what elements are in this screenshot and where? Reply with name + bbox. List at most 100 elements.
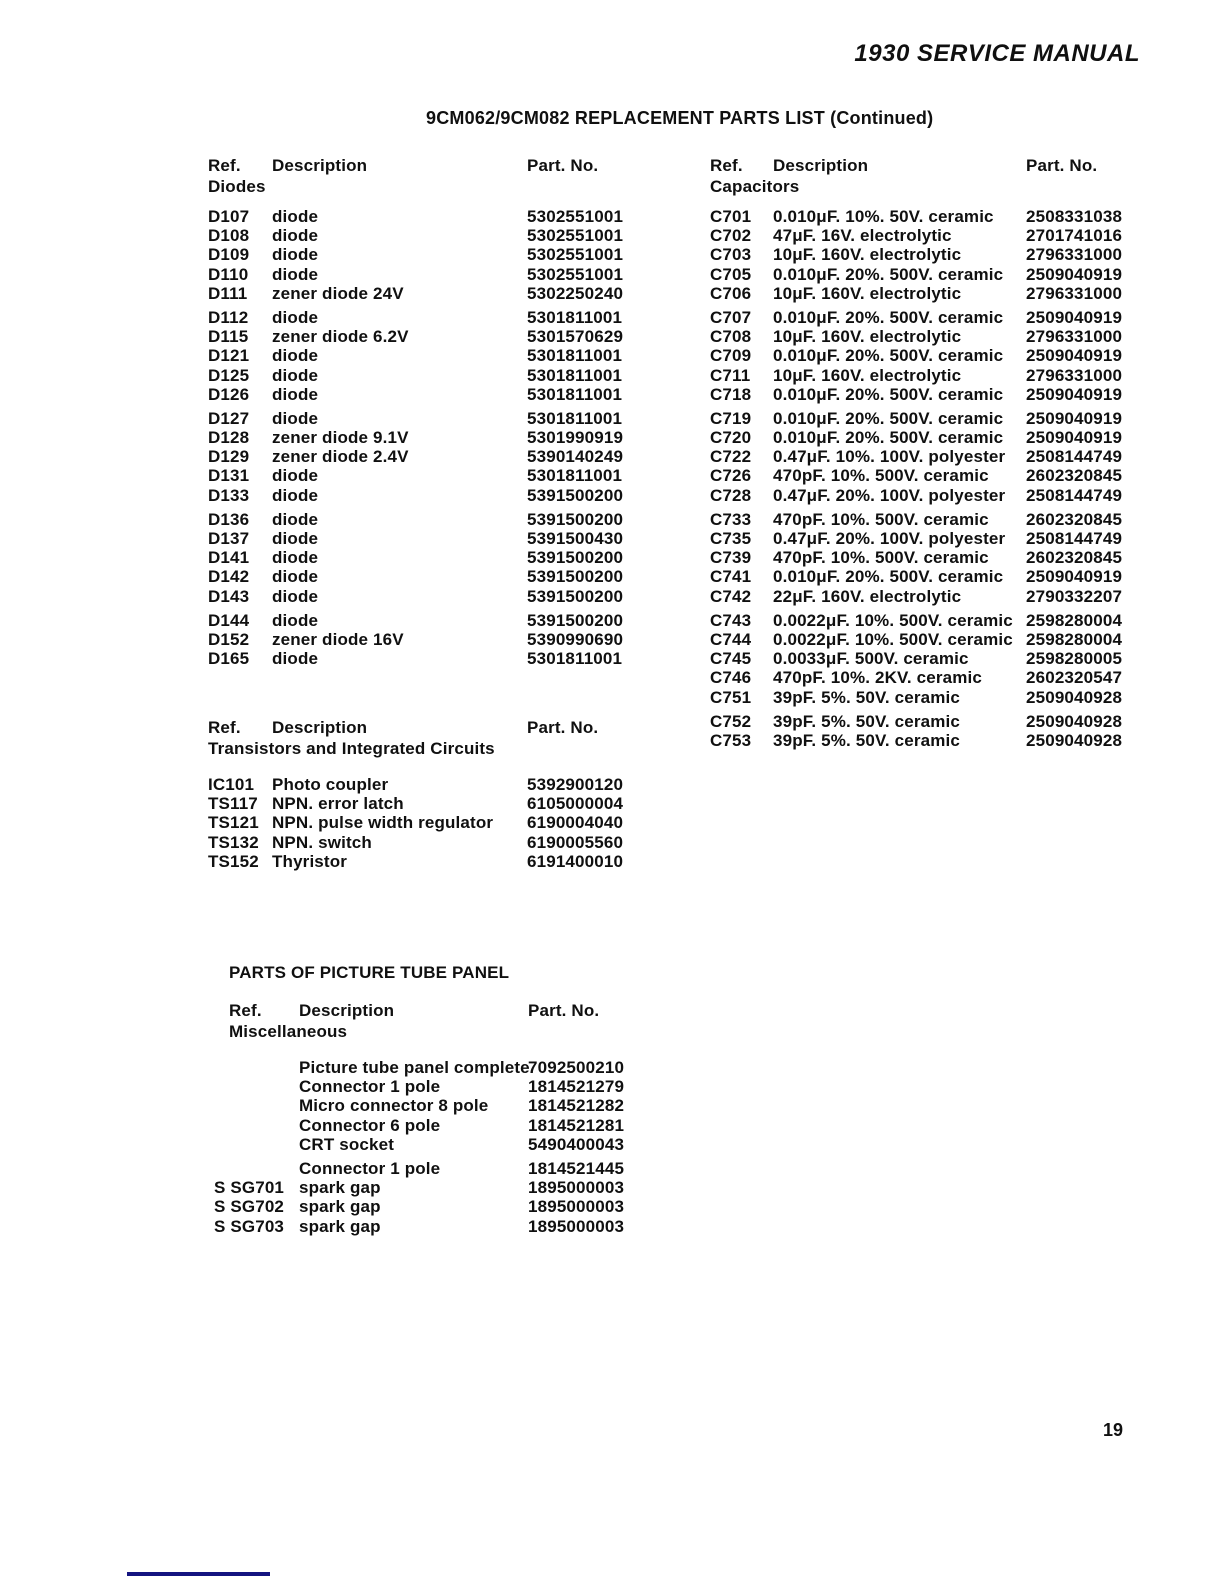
section-subheading: Miscellaneous (229, 1022, 348, 1041)
table-row: C706 10μF. 160V. electrolytic 2796331000 (710, 283, 1122, 303)
cell-part-no: 5391500200 (527, 610, 624, 630)
diodes-rows: D107 diode 5302551001 D108 diode 5302551001 D1… (208, 207, 623, 669)
cell-ref: C739 (710, 548, 752, 568)
cell-part-no: 5391500430 (527, 529, 624, 548)
cell-description: Connector 1 pole (299, 1077, 441, 1097)
cell-part-no: 5490400043 (528, 1134, 625, 1154)
table-row: D144 diode 5391500200 (208, 610, 623, 630)
row-group: D112 diode 5301811001 D115 zener diode 6.2V 5… (208, 308, 623, 404)
row-group: D107 diode 5302551001 D108 diode 5302551001 D1… (208, 207, 623, 303)
table-row: S SG702 spark gap 1895000003 (214, 1197, 624, 1217)
col-header-ref: Ref. (208, 718, 241, 737)
cell-part-no: 2509040919 (1026, 346, 1123, 366)
cell-description: 0.47μF. 20%. 100V. polyester (773, 529, 1006, 548)
cell-part-no: 2509040919 (1026, 408, 1123, 428)
table-row: CRT socket 5490400043 (214, 1134, 624, 1154)
cell-description: 470pF. 10%. 2KV. ceramic (773, 668, 982, 688)
manual-title: 1930 SERVICE MANUAL (854, 40, 1140, 67)
table-row: C707 0.010μF. 20%. 500V. ceramic 250904091… (710, 308, 1122, 327)
cell-ref: D110 (208, 264, 249, 284)
cell-description: diode (272, 408, 319, 428)
cell-description: spark gap (299, 1178, 381, 1198)
col-header-description: Description (773, 156, 869, 175)
cell-description: NPN. switch (272, 832, 372, 852)
cell-ref: D109 (208, 245, 250, 265)
cell-description: CRT socket (299, 1134, 395, 1154)
table-row: Connector 1 pole 1814521445 (214, 1159, 624, 1178)
table-row: C702 47μF. 16V. electrolytic 2701741016 (710, 226, 1122, 245)
row-group: C733 470pF. 10%. 500V. ceramic 2602320845 C… (710, 510, 1122, 606)
cell-part-no: 1814521281 (528, 1115, 625, 1135)
table-row: C718 0.010μF. 20%. 500V. ceramic 250904091… (710, 385, 1122, 404)
table-row: Picture tube panel complete 7092500210 (214, 1058, 624, 1077)
cell-part-no: 2602320845 (1026, 509, 1123, 529)
row-group: C743 0.0022μF. 10%. 500V. ceramic 25982800… (710, 611, 1122, 707)
cell-part-no: 5301811001 (527, 307, 623, 327)
table-row: D165 diode 5301811001 (208, 649, 622, 668)
cell-description: Picture tube panel complete (299, 1058, 530, 1077)
page-title: 9CM062/9CM082 REPLACEMENT PARTS LIST (Co… (426, 108, 934, 128)
table-row: D121 diode 5301811001 (208, 346, 622, 365)
row-group: C707 0.010μF. 20%. 500V. ceramic 250904091… (710, 308, 1122, 404)
cell-description: diode (272, 485, 319, 505)
cell-part-no: 2509040919 (1026, 307, 1123, 327)
cell-part-no: 2796331000 (1026, 365, 1123, 385)
cell-description: 10μF. 160V. electrolytic (773, 245, 962, 265)
cell-part-no: 6105000004 (527, 794, 624, 814)
table-row: C752 39pF. 5%. 50V. ceramic 2509040928 (710, 712, 1122, 731)
cell-description: diode (272, 567, 319, 587)
table-row: C751 39pF. 5%. 50V. ceramic 2509040928 (710, 687, 1122, 707)
cell-ref: D131 (208, 466, 250, 486)
table-row: D107 diode 5302551001 (208, 207, 623, 226)
table-row: C701 0.010μF. 10%. 50V. ceramic 2508331038 (710, 207, 1122, 226)
cell-ref: D111 (208, 283, 248, 303)
row-group: C701 0.010μF. 10%. 50V. ceramic 2508331038… (710, 207, 1122, 303)
cell-description: 0.010μF. 10%. 50V. ceramic (773, 207, 994, 226)
cell-description: diode (272, 384, 319, 404)
cell-description: 0.010μF. 20%. 500V. ceramic (773, 428, 1004, 448)
row-group: C719 0.010μF. 20%. 500V. ceramic 250904091… (710, 409, 1122, 505)
cell-description: 0.010μF. 20%. 500V. ceramic (773, 408, 1004, 428)
cell-ref: D128 (208, 428, 250, 448)
table-row: D137 diode 5391500430 (208, 529, 623, 548)
cell-ref: D143 (208, 586, 250, 606)
column-headers: Ref. Description Part. No. (214, 1001, 599, 1022)
cell-part-no: 2790332207 (1026, 586, 1123, 606)
row-group: Connector 1 pole 1814521445 S SG701 spark g… (214, 1159, 624, 1236)
table-row: D142 diode 5391500200 (208, 567, 623, 587)
cell-ref: D144 (208, 610, 250, 630)
cell-ref: C709 (710, 346, 752, 366)
cell-ref: D115 (208, 327, 249, 347)
cell-part-no: 2602320547 (1026, 668, 1123, 688)
cell-description: spark gap (299, 1197, 381, 1217)
cell-part-no: 5301811001 (527, 408, 623, 428)
row-group: D144 diode 5391500200 D152 zener diode 16V 53… (208, 610, 623, 669)
col-header-part-no: Part. No. (527, 718, 599, 737)
cell-ref: D142 (208, 567, 250, 587)
cell-ref: C706 (710, 283, 752, 303)
table-row: D141 diode 5391500200 (208, 548, 623, 567)
cell-ref: C741 (710, 567, 752, 587)
section-heading: PARTS OF PICTURE TUBE PANEL (229, 963, 510, 982)
table-row: D127 diode 5301811001 (208, 409, 622, 428)
table-row: C743 0.0022μF. 10%. 500V. ceramic 25982800… (710, 611, 1122, 630)
cell-ref: C751 (710, 687, 752, 707)
row-group: C752 39pF. 5%. 50V. ceramic 2509040928 C753… (710, 712, 1122, 750)
cell-ref: S SG702 (214, 1197, 285, 1217)
cell-description: zener diode 2.4V (272, 447, 409, 467)
cell-part-no: 2508144749 (1026, 447, 1123, 467)
cell-part-no: 2508331038 (1026, 207, 1123, 226)
table-row: D131 diode 5301811001 (208, 466, 622, 486)
col-header-ref: Ref. (208, 156, 241, 175)
cell-ref: TS117 (208, 794, 258, 814)
table-row: D115 zener diode 6.2V 5301570629 (208, 327, 623, 347)
cell-ref: TS132 (208, 832, 259, 852)
cell-description: 470pF. 10%. 500V. ceramic (773, 466, 989, 486)
cell-part-no: 5391500200 (527, 567, 624, 587)
col-header-part-no: Part. No. (528, 1001, 600, 1020)
cell-description: diode (272, 529, 319, 548)
cell-description: 0.0022μF. 10%. 500V. ceramic (773, 610, 1013, 630)
cell-ref: D126 (208, 384, 250, 404)
cell-description: 0.010μF. 20%. 500V. ceramic (773, 307, 1004, 327)
table-row: IC101 Photo coupler 5392900120 (208, 775, 623, 794)
